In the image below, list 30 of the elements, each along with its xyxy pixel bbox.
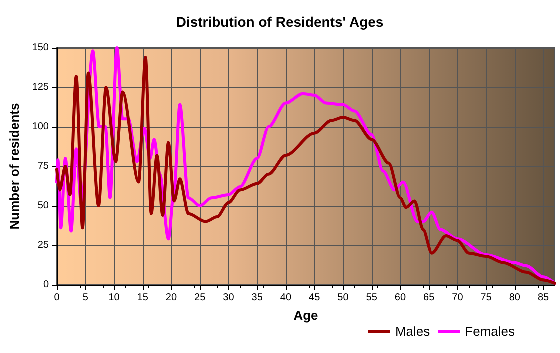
x-tick-label: 85 <box>538 292 550 304</box>
x-axis-title: Age <box>294 308 318 323</box>
x-tick-label: 0 <box>54 292 60 304</box>
chart-title: Distribution of Residents' Ages <box>176 14 384 30</box>
x-tick-label: 60 <box>394 292 406 304</box>
x-tick-label: 30 <box>223 292 235 304</box>
x-tick-label: 45 <box>309 292 321 304</box>
x-tick-label: 10 <box>108 292 120 304</box>
x-tick-label: 5 <box>82 292 89 304</box>
x-tick-label: 15 <box>137 292 149 304</box>
x-tick-label: 65 <box>424 292 436 304</box>
x-tick-label: 40 <box>280 292 292 304</box>
y-tick-label: 100 <box>32 122 50 132</box>
x-tick-label: 35 <box>252 292 264 304</box>
x-tick-label: 50 <box>338 292 350 304</box>
y-tick-label: 75 <box>38 161 50 172</box>
legend-label: Females <box>465 324 516 339</box>
x-tick-label: 80 <box>509 292 521 304</box>
x-tick-label: 70 <box>452 292 464 304</box>
y-axis-title: Number of residents <box>7 103 22 230</box>
y-tick-label: 0 <box>43 280 50 290</box>
legend-label: Males <box>395 324 431 339</box>
y-tick-label: 125 <box>32 82 50 93</box>
x-tick-label: 20 <box>166 292 178 304</box>
y-tick-label: 25 <box>38 240 50 251</box>
y-tick-label: 50 <box>38 200 50 212</box>
x-tick-label: 25 <box>194 292 206 304</box>
y-tick-label: 150 <box>32 42 50 54</box>
x-tick-label: 55 <box>366 292 378 304</box>
x-tick-label: 75 <box>480 292 492 304</box>
